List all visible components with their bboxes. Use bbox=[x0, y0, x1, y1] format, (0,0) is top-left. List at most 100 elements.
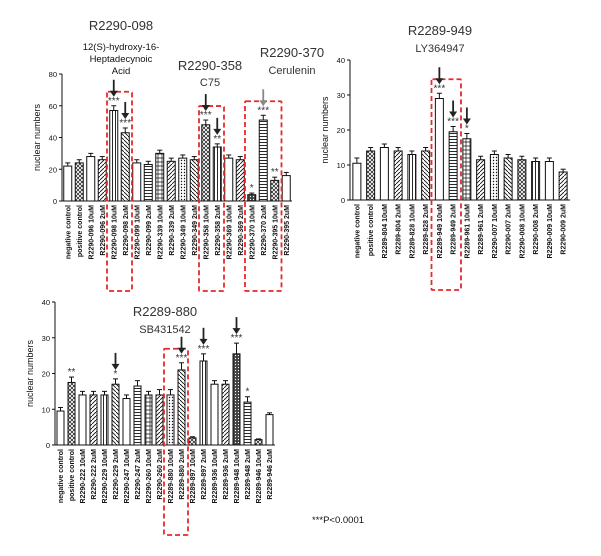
category-label: R2289-949 2uM bbox=[451, 204, 458, 255]
bar bbox=[188, 437, 197, 446]
bar bbox=[144, 394, 153, 446]
category-label: R2290-247 2uM bbox=[135, 449, 142, 500]
compound-description: Acid bbox=[112, 66, 130, 77]
category-label: R2290-339 10uM bbox=[157, 205, 164, 260]
y-tick-label: 60 bbox=[49, 102, 57, 111]
category-label: R2290-260 2uM bbox=[157, 449, 164, 500]
highlight-box bbox=[106, 90, 133, 292]
category-label: R2289-804 10uM bbox=[382, 204, 389, 259]
y-tick-label: 20 bbox=[49, 165, 57, 174]
bar bbox=[143, 163, 153, 202]
compound-name: R2289-949 bbox=[408, 23, 472, 38]
bar bbox=[254, 439, 263, 446]
bar bbox=[247, 194, 257, 202]
category-label: R2290-099 2uM bbox=[146, 205, 153, 256]
bar bbox=[111, 383, 120, 446]
significance-label: ** bbox=[271, 167, 279, 178]
category-label: R2290-229 2uM bbox=[113, 449, 120, 500]
bar bbox=[89, 394, 98, 446]
category-label: R2290-395 10uM bbox=[272, 205, 279, 260]
category-label: R2290-260 10uM bbox=[146, 449, 153, 504]
y-tick-label: 30 bbox=[42, 334, 50, 343]
compound-name: R2289-880 bbox=[133, 304, 197, 319]
category-label: R2290-008 2uM bbox=[533, 204, 540, 255]
bar bbox=[178, 157, 188, 202]
bar bbox=[265, 414, 274, 446]
compound-name: R2290-098 bbox=[89, 18, 153, 33]
arrow-head-icon bbox=[199, 338, 208, 345]
bar bbox=[56, 410, 65, 446]
bar bbox=[133, 385, 142, 446]
bar bbox=[63, 165, 73, 202]
bar bbox=[531, 161, 541, 201]
category-label: R2289-804 2uM bbox=[396, 204, 403, 255]
category-label: R2290-096 10uM bbox=[88, 205, 95, 260]
y-tick-label: 40 bbox=[49, 134, 57, 143]
category-label: R2289-946 10uM bbox=[256, 449, 263, 504]
bar bbox=[78, 394, 87, 446]
category-label: R2289-961 2uM bbox=[478, 204, 485, 255]
bar bbox=[224, 157, 234, 202]
significance-label: *** bbox=[119, 118, 131, 129]
bar bbox=[122, 398, 131, 446]
significance-label: ** bbox=[213, 134, 221, 145]
y-axis-label: nuclear numbers bbox=[32, 103, 42, 171]
y-tick-label: 80 bbox=[49, 70, 57, 79]
bar bbox=[434, 98, 444, 201]
highlight-box bbox=[430, 78, 462, 291]
category-label: R2290-096 2uM bbox=[100, 205, 107, 256]
chart-panel-top-right: 0 10 20 30 40 nuclear numbers negative control… bbox=[320, 23, 570, 291]
compound-description: Heptadecynoic bbox=[90, 54, 153, 65]
category-label: R2290-098 10uM bbox=[111, 205, 118, 260]
arrow-head-icon bbox=[109, 90, 118, 97]
arrow-head-icon bbox=[449, 111, 458, 118]
bar bbox=[407, 154, 417, 201]
category-label: R2290-349 2uM bbox=[192, 205, 199, 256]
bar bbox=[155, 394, 164, 446]
bar bbox=[132, 162, 142, 202]
category-label: negative control bbox=[58, 449, 65, 503]
bar bbox=[232, 353, 241, 446]
significance-label: *** bbox=[447, 117, 459, 128]
bar bbox=[201, 124, 211, 202]
compound-description: C75 bbox=[200, 77, 220, 89]
significance-label: *** bbox=[108, 96, 120, 107]
y-tick-label: 40 bbox=[337, 56, 345, 65]
bar bbox=[517, 159, 527, 201]
bar bbox=[462, 138, 472, 201]
bar bbox=[177, 369, 186, 446]
significance-label: * bbox=[250, 183, 254, 194]
significance-label: *** bbox=[176, 353, 188, 364]
arrow-head-icon bbox=[259, 100, 268, 107]
compound-description: Cerulenin bbox=[268, 65, 315, 77]
bar bbox=[86, 156, 96, 202]
category-label: R2290-370 10uM bbox=[249, 205, 256, 260]
category-label: R2289-828 10uM bbox=[409, 204, 416, 259]
category-label: R2290-229 10uM bbox=[102, 449, 109, 504]
y-axis-label: nuclear numbers bbox=[25, 339, 35, 407]
significance-label: *** bbox=[198, 344, 210, 355]
chart-panel-bottom-left: 0 10 20 30 40 nuclear numbers negative control… bbox=[25, 298, 275, 536]
bar bbox=[235, 159, 245, 202]
significance-label: *** bbox=[200, 110, 212, 121]
category-label: R2290-339 2uM bbox=[169, 205, 176, 256]
significance-label: *** bbox=[231, 333, 243, 344]
category-label: R2289-949 10uM bbox=[437, 204, 444, 259]
category-label: positive control bbox=[69, 449, 76, 501]
footnote-text: ***P<0.0001 bbox=[312, 515, 364, 526]
category-label: positive control bbox=[77, 205, 84, 257]
category-label: negative control bbox=[65, 205, 72, 259]
category-label: R2289-897 10uM bbox=[190, 449, 197, 504]
bar bbox=[243, 401, 252, 446]
category-label: positive control bbox=[368, 204, 375, 256]
category-label: R2289-880 10uM bbox=[168, 449, 175, 504]
category-label: R2290-395 2uM bbox=[284, 205, 291, 256]
bar bbox=[100, 394, 109, 446]
bar bbox=[109, 110, 119, 202]
bar bbox=[120, 132, 130, 202]
y-tick-label: 0 bbox=[53, 197, 57, 206]
bar bbox=[199, 360, 208, 446]
arrow-head-icon bbox=[435, 78, 444, 85]
bar bbox=[166, 394, 175, 446]
significance-label: *** bbox=[257, 105, 269, 116]
